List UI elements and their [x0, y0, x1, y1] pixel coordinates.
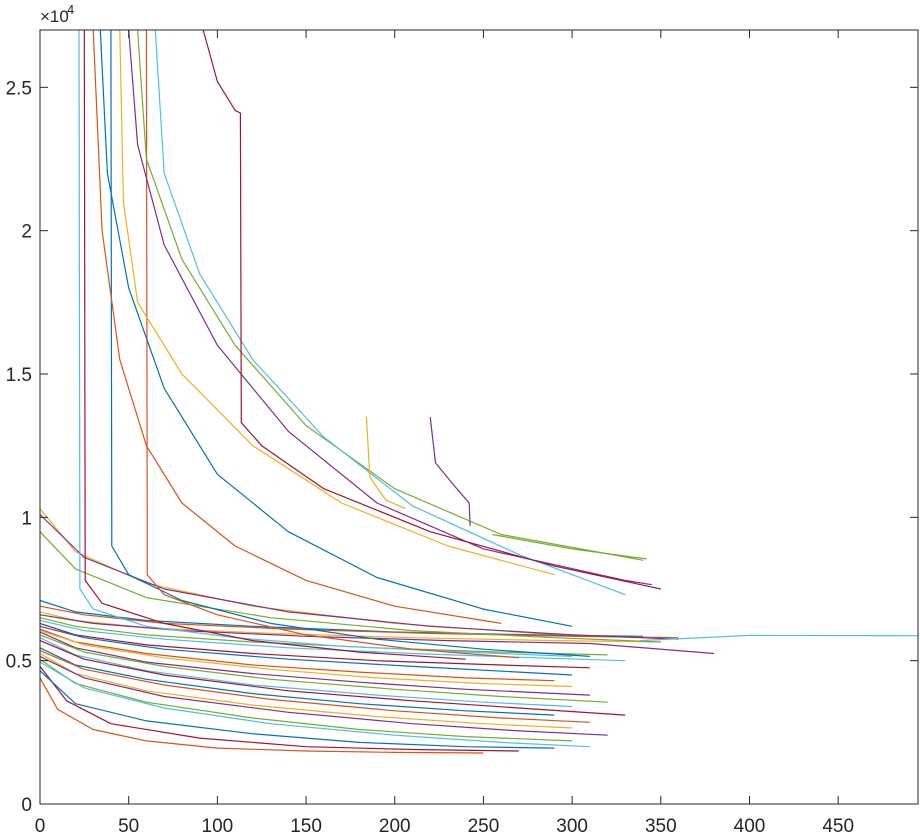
- series-line-22: [39, 670, 555, 749]
- series-line-38: [365, 416, 406, 510]
- series-line-5: [39, 617, 608, 656]
- series-line-19: [39, 658, 573, 742]
- series-line-4: [39, 614, 715, 655]
- y-tick-label-0: 0: [21, 795, 32, 816]
- series-line-29: [110, 29, 590, 657]
- series-line-36: [99, 29, 573, 627]
- series-line-10: [39, 630, 573, 688]
- y-exponent-power: 4: [67, 2, 74, 17]
- series-line-30: [145, 29, 519, 659]
- series-line-34: [154, 29, 626, 596]
- series-line-8: [39, 625, 573, 676]
- x-tick-label-450: 450: [822, 816, 854, 837]
- series-line-27: [78, 29, 573, 657]
- y-tick-label-20000: 2: [21, 222, 32, 243]
- y-tick-label-10000: 1: [21, 508, 32, 529]
- series-line-18: [39, 655, 608, 736]
- series-line-1: [39, 599, 644, 637]
- x-tick-label-250: 250: [468, 816, 500, 837]
- series-line-37: [92, 29, 502, 624]
- x-tick-label-200: 200: [379, 816, 411, 837]
- series-line-2: [39, 605, 679, 639]
- y-tick-label-25000: 2.5: [6, 78, 32, 99]
- x-tick-label-150: 150: [290, 816, 322, 837]
- series-line-31: [119, 29, 555, 576]
- y-exponent-base: ×10: [40, 7, 69, 26]
- series-line-35: [202, 29, 661, 590]
- x-tick-label-100: 100: [202, 816, 234, 837]
- axis-layer: 0 50 100 150 200 250 300 350 400 450 0 0.5 1 1.5 2 2.5: [6, 30, 918, 837]
- y-exponent-label: ×10 4: [40, 2, 74, 26]
- x-tick-label-50: 50: [118, 816, 139, 837]
- x-tick-label-300: 300: [556, 816, 588, 837]
- series-layer: [39, 29, 919, 754]
- series-line-26: [39, 531, 661, 643]
- series-line-6: [39, 619, 626, 662]
- series-line-21: [39, 666, 519, 752]
- series-line-24: [39, 508, 644, 639]
- series-line-12: [39, 634, 608, 703]
- x-tick-label-400: 400: [734, 816, 766, 837]
- series-line-25: [39, 514, 679, 640]
- y-tick-label-5000: 0.5: [6, 652, 32, 673]
- series-line-11: [39, 631, 590, 696]
- series-line-14: [39, 640, 626, 716]
- series-line-20: [39, 661, 590, 748]
- series-line-33: [137, 29, 644, 561]
- y-tick-label-15000: 1.5: [6, 365, 32, 386]
- series-line-39: [429, 416, 471, 526]
- x-tick-label-350: 350: [645, 816, 677, 837]
- series-line-23: [39, 677, 484, 754]
- series-line-40: [492, 533, 647, 560]
- series-line-28: [83, 29, 466, 660]
- series-line-16: [39, 650, 590, 723]
- series-line-41: [639, 634, 919, 642]
- plot-area-frame: [39, 29, 919, 805]
- x-tick-label-0: 0: [35, 816, 46, 837]
- series-line-32: [128, 29, 652, 586]
